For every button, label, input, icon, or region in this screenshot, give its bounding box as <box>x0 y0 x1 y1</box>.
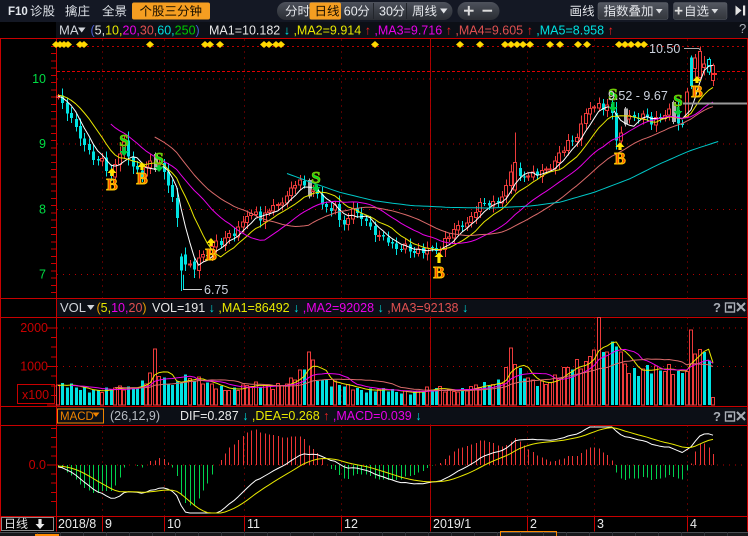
svg-text:F10: F10 <box>8 6 28 18</box>
svg-text:?: ? <box>713 300 721 315</box>
svg-text:9.52 - 9.67: 9.52 - 9.67 <box>608 89 668 103</box>
svg-text:x100: x100 <box>22 388 49 402</box>
svg-text:S: S <box>311 168 320 187</box>
svg-text:2: 2 <box>530 517 537 531</box>
svg-text:MA1=10.182 ↓ ,MA2=9.914 ↑ ,MA3: MA1=10.182 ↓ ,MA2=9.914 ↑ ,MA3=9.716 ↑ ,… <box>209 24 614 38</box>
svg-text:7: 7 <box>39 268 46 282</box>
svg-text:(26,12,9): (26,12,9) <box>110 409 160 423</box>
svg-text:10: 10 <box>32 72 46 86</box>
svg-text:2018/8: 2018/8 <box>58 517 96 531</box>
svg-text:8: 8 <box>39 202 46 216</box>
svg-text:?: ? <box>739 21 746 36</box>
svg-text:12: 12 <box>344 517 358 531</box>
svg-text:S: S <box>119 131 128 150</box>
svg-text:11: 11 <box>247 517 260 531</box>
svg-text:10: 10 <box>167 517 181 531</box>
svg-text:B: B <box>136 169 147 188</box>
svg-text:B: B <box>205 245 216 264</box>
svg-text:(5,10,20,30,60,250): (5,10,20,30,60,250) <box>91 24 200 38</box>
svg-text:B: B <box>433 263 444 282</box>
svg-text:9: 9 <box>39 137 46 151</box>
svg-text:S: S <box>608 85 617 104</box>
svg-text:1000: 1000 <box>20 360 48 374</box>
svg-text:B: B <box>106 175 117 194</box>
svg-text:3: 3 <box>597 517 604 531</box>
svg-text:S: S <box>154 149 163 168</box>
svg-text:MA: MA <box>59 23 79 38</box>
svg-text:(5,10,20): (5,10,20) <box>97 301 147 315</box>
svg-text:VOL: VOL <box>60 300 86 315</box>
svg-text:VOL=191 ↓ ,MA1=86492 ↓ ,MA2=: VOL=191 ↓ ,MA1=86492 ↓ ,MA2=92028 ↓ ,MA3… <box>152 301 468 315</box>
svg-text:?: ? <box>713 409 721 424</box>
svg-text:MACD: MACD <box>60 411 94 423</box>
svg-text:2019/1: 2019/1 <box>433 517 471 531</box>
svg-text:2000: 2000 <box>20 321 48 335</box>
svg-text:9: 9 <box>105 517 112 531</box>
svg-text:S: S <box>673 91 682 110</box>
svg-text:B: B <box>691 82 702 101</box>
svg-text:0.0: 0.0 <box>29 458 46 472</box>
svg-text:DIF=0.287 ↓ ,DEA=0.268 ↑ ,MA: DIF=0.287 ↓ ,DEA=0.268 ↑ ,MACD=0.039 ↓ <box>180 409 421 423</box>
svg-text:60: 60 <box>344 5 358 19</box>
svg-text:30: 30 <box>379 5 393 19</box>
svg-text:4: 4 <box>690 517 697 531</box>
svg-text:6.75: 6.75 <box>204 283 228 297</box>
svg-text:10.50: 10.50 <box>649 42 680 56</box>
svg-text:B: B <box>614 149 625 168</box>
